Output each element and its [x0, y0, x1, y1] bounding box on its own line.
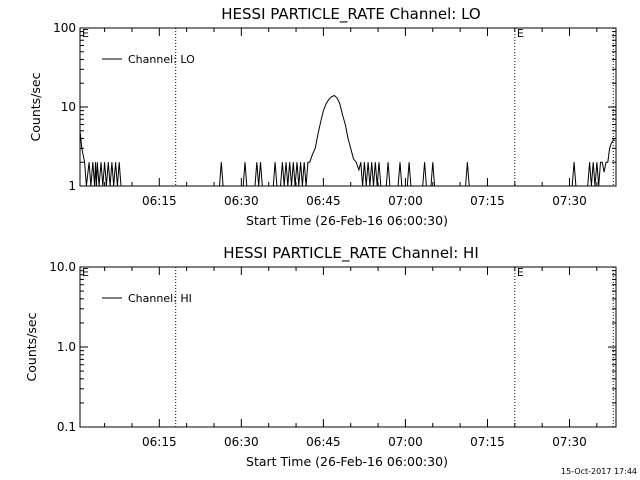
y-tick-label: 10: [61, 100, 76, 114]
legend-hi: Channel: HI: [102, 292, 192, 305]
chart-panel-hi: HESSI PARTICLE_RATE Channel: HI 0.1 1.0 10…: [24, 244, 617, 469]
x-tick-label: 06:30: [224, 194, 259, 208]
y-axis-hi: 0.1 1.0 10.0: [49, 260, 616, 434]
x-tick-label: 07:15: [470, 435, 505, 449]
vlines-hi: [175, 267, 614, 427]
chart-title-hi: HESSI PARTICLE_RATE Channel: HI: [223, 244, 479, 263]
chart-title-lo: HESSI PARTICLE_RATE Channel: LO: [221, 5, 480, 24]
plot-frame-hi: [79, 266, 617, 428]
plot-timestamp: 15-Oct-2017 17:44: [561, 467, 637, 476]
event-label: E: [517, 266, 524, 279]
x-tick-label: 06:15: [142, 194, 177, 208]
vlines-lo: [175, 28, 614, 186]
x-tick-label: 07:30: [552, 435, 587, 449]
event-label: E: [82, 266, 89, 279]
x-axis-label-lo: Start Time (26-Feb-16 06:00:30): [246, 213, 448, 228]
legend-label-lo: Channel: LO: [128, 53, 195, 66]
x-tick-label: 06:45: [306, 435, 341, 449]
y-tick-label: 100: [53, 21, 76, 35]
event-label: E: [82, 27, 89, 40]
plot-frame-lo: [79, 27, 617, 187]
chart-panel-lo: HESSI PARTICLE_RATE Channel: LO 1 10 100 0…: [28, 5, 617, 228]
y-axis-lo: 1 10 100: [53, 21, 616, 193]
x-axis-label-hi: Start Time (26-Feb-16 06:00:30): [246, 454, 448, 469]
legend-label-hi: Channel: HI: [128, 292, 192, 305]
x-axis-lo: 06:15 06:30 06:45 07:00 07:15 07:30: [104, 28, 598, 208]
x-tick-label: 06:45: [306, 194, 341, 208]
x-tick-label: 07:30: [552, 194, 587, 208]
y-tick-label: 1.0: [57, 340, 76, 354]
y-tick-label: 10.0: [49, 260, 76, 274]
x-tick-label: 06:30: [224, 435, 259, 449]
y-tick-label: 1: [68, 179, 76, 193]
y-tick-label: 0.1: [57, 420, 76, 434]
x-tick-label: 07:15: [470, 194, 505, 208]
series-lo: [79, 94, 616, 187]
series-line-lo: [79, 94, 616, 187]
event-label: E: [517, 27, 524, 40]
legend-lo: Channel: LO: [102, 53, 195, 66]
x-tick-label: 07:00: [388, 435, 423, 449]
x-tick-label: 07:00: [388, 194, 423, 208]
x-axis-hi: 06:15 06:30 06:45 07:00 07:15 07:30: [104, 267, 598, 449]
x-tick-label: 06:15: [142, 435, 177, 449]
y-axis-label-hi: Counts/sec: [24, 312, 39, 381]
y-axis-label-lo: Counts/sec: [28, 72, 43, 141]
